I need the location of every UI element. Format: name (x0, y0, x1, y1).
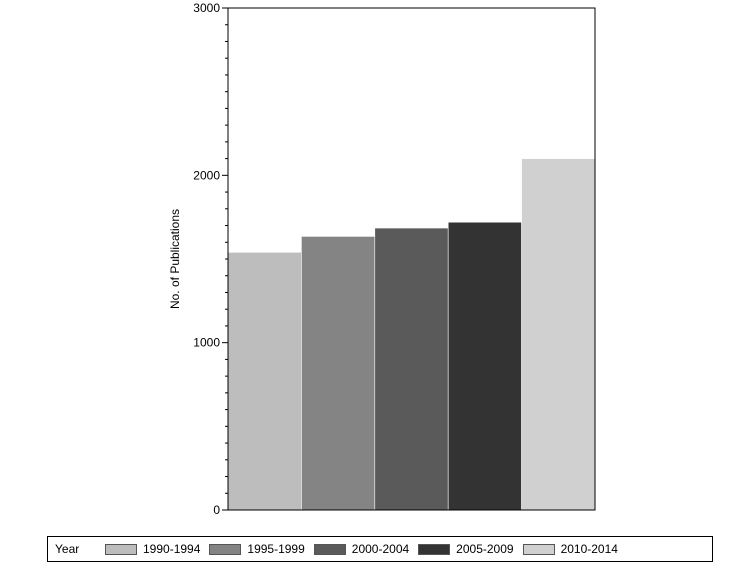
legend-label: 2005-2009 (456, 542, 514, 556)
legend-label: 2010-2014 (560, 542, 618, 556)
bar-2005-2009 (447, 221, 522, 511)
legend-swatch (209, 543, 242, 555)
legend-entry-1995-1999: 1995-1999 (209, 542, 305, 556)
bar-2000-2004 (374, 227, 449, 511)
y-tick-labels: 0 1000 2000 3000 (193, 1, 220, 517)
y-tick-label: 0 (213, 503, 220, 517)
plot-frame (227, 7, 596, 511)
legend-swatch (522, 543, 555, 555)
legend-entry-2005-2009: 2005-2009 (418, 542, 514, 556)
bar-1995-1999 (301, 236, 376, 511)
legend: Year 1990-1994 1995-1999 2000-2004 2005-200… (47, 536, 713, 562)
y-axis-title: No. of Publications (168, 209, 182, 309)
legend-label: 2000-2004 (351, 542, 410, 556)
legend-entry-1990-1994: 1990-1994 (105, 542, 200, 556)
legend-title: Year (55, 542, 80, 556)
y-tick-label: 3000 (193, 1, 220, 15)
legend-swatch (313, 543, 346, 555)
y-tick-label: 1000 (193, 336, 220, 350)
bar-2010-2014 (521, 158, 596, 511)
legend-swatch (105, 543, 137, 555)
legend-label: 1990-1994 (143, 542, 201, 556)
legend-entry-2000-2004: 2000-2004 (313, 542, 410, 556)
legend-entry-2010-2014: 2010-2014 (522, 542, 618, 556)
legend-swatch (418, 543, 451, 555)
legend-label: 1995-1999 (247, 542, 305, 556)
bar-group (227, 158, 596, 511)
bar-1990-1994 (227, 252, 302, 511)
y-tick-label: 2000 (193, 168, 220, 182)
y-major-ticks (222, 7, 228, 511)
